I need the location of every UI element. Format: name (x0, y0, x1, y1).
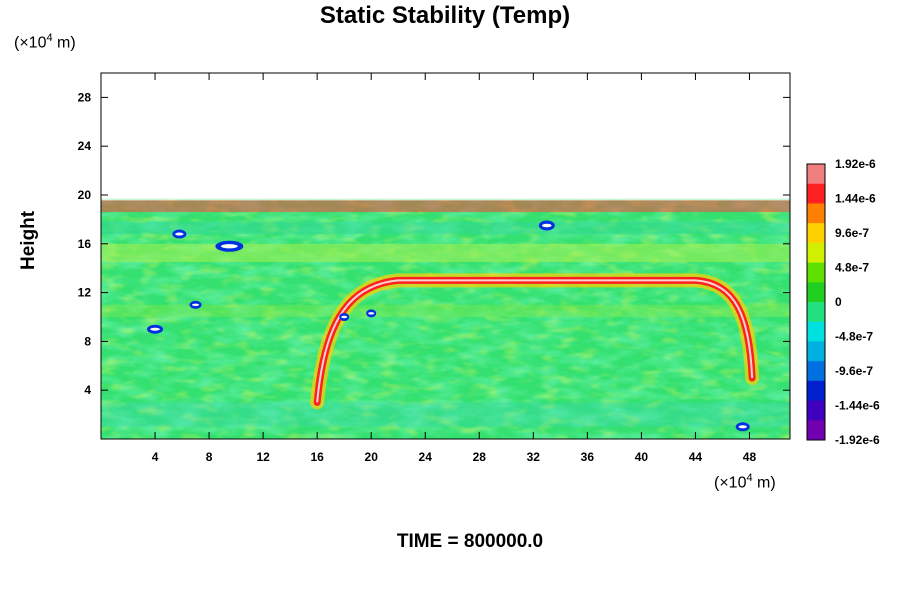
colorbar-swatch (807, 400, 825, 421)
y-tick-label: 8 (84, 334, 91, 348)
colorbar-label: -4.8e-7 (835, 330, 873, 344)
stable-layer-core (316, 279, 754, 403)
x-tick-label: 44 (689, 450, 703, 464)
time-label: TIME = 800000.0 (396, 531, 544, 552)
x-tick-label: 24 (419, 450, 433, 464)
instability-blob-core (368, 312, 375, 315)
x-axis-unit: (×104 m) (714, 472, 776, 492)
colorbar-swatch (807, 183, 825, 204)
x-tick-label: 28 (473, 450, 487, 464)
y-tick-label: 28 (78, 90, 92, 104)
chart-title: Static Stability (Temp) (319, 2, 571, 29)
y-axis-unit: (×104 m) (14, 32, 76, 52)
colorbar-swatch (807, 223, 825, 244)
colorbar-swatch (807, 164, 825, 185)
y-tick-label: 12 (78, 286, 92, 300)
field-band (101, 221, 790, 235)
colorbar-label: -1.92e-6 (835, 433, 880, 447)
instability-blob-core (191, 303, 200, 306)
x-tick-label: 20 (365, 450, 379, 464)
y-tick-label: 20 (78, 188, 92, 202)
y-tick-label: 4 (84, 383, 91, 397)
instability-blob-core (150, 327, 160, 331)
field-texture-2 (101, 198, 790, 439)
colorbar-label: 4.8e-7 (835, 261, 869, 275)
colorbar-label: -9.6e-7 (835, 364, 873, 378)
colorbar-label: 0 (835, 295, 842, 309)
tropopause-edge (101, 197, 790, 201)
instability-blob-core (341, 315, 348, 319)
instability-blob-core (738, 425, 747, 429)
colorbar-swatch (807, 420, 825, 441)
instability-blob-core (542, 223, 552, 228)
colorbar-swatch (807, 341, 825, 362)
x-tick-label: 40 (635, 450, 649, 464)
field-band (101, 304, 790, 317)
colorbar: 1.92e-6 1.44e-6 9.6e-7 4.8e-7 0 -4.8e-7 -9.6e-… (806, 157, 880, 447)
colorbar-swatch (807, 361, 825, 382)
colorbar-swatch (807, 203, 825, 224)
colorbar-label: 1.92e-6 (835, 157, 876, 171)
heatmap-field (101, 197, 790, 439)
field-band (101, 243, 790, 263)
colorbar-swatch (807, 242, 825, 264)
plot-frame (100, 72, 791, 440)
colorbar-swatch (807, 262, 825, 283)
colorbar-swatch (807, 380, 825, 402)
y-tick-label: 16 (78, 237, 92, 251)
y-tick-label: 24 (78, 139, 92, 153)
instability-blob-core (175, 232, 184, 236)
instability-blob-core (220, 244, 238, 249)
tropopause-band (101, 199, 790, 213)
x-tick-label: 12 (256, 450, 270, 464)
colorbar-swatch (807, 302, 825, 323)
x-tick-label: 36 (581, 450, 595, 464)
x-tick-label: 16 (310, 450, 324, 464)
colorbar-swatch (807, 282, 825, 303)
field-band (101, 402, 790, 427)
x-tick-label: 32 (527, 450, 541, 464)
colorbar-label: 1.44e-6 (835, 192, 876, 206)
colorbar-frame (806, 163, 826, 441)
colorbar-label: 9.6e-7 (835, 226, 869, 240)
x-tick-label: 4 (152, 450, 159, 464)
colorbar-label: -1.44e-6 (835, 399, 880, 413)
colorbar-swatch (807, 321, 825, 342)
x-tick-label: 48 (743, 450, 757, 464)
x-tick-label: 8 (206, 450, 213, 464)
